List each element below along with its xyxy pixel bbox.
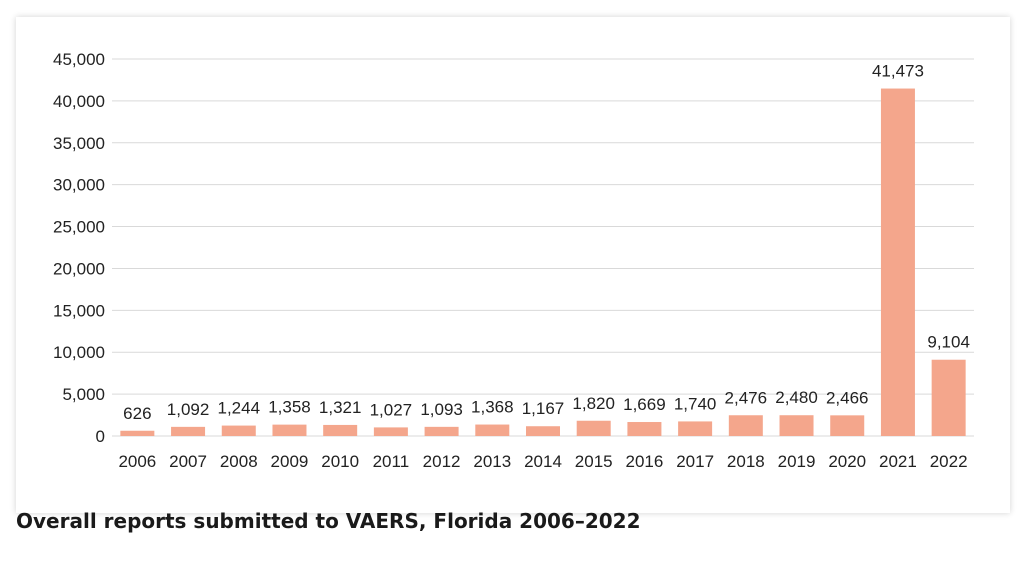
- x-tick-label: 2013: [473, 452, 511, 471]
- data-label: 2,480: [775, 388, 818, 407]
- data-label: 1,027: [370, 400, 413, 419]
- data-labels: 626 1,092 1,244 1,358 1,321 1,027 1,093 1,368 1,…: [123, 62, 970, 423]
- x-tick-label: 2012: [423, 452, 461, 471]
- bar-2013: [475, 424, 510, 436]
- data-label: 1,820: [572, 394, 615, 413]
- x-tick-label: 2022: [930, 452, 968, 471]
- y-tick-label: 15,000: [53, 301, 105, 320]
- x-tick-label: 2009: [271, 452, 309, 471]
- chart-card: 0 5,000 10,000 15,000 20,000 25,000 30,000 35,0…: [16, 17, 1010, 513]
- bar-2021: [880, 88, 915, 436]
- bar-2012: [424, 426, 459, 436]
- x-tick-label: 2020: [828, 452, 866, 471]
- y-tick-label: 20,000: [53, 259, 105, 278]
- data-label: 1,321: [319, 398, 362, 417]
- bar-2007: [171, 426, 206, 436]
- x-tick-label: 2017: [676, 452, 714, 471]
- y-tick-label: 45,000: [53, 50, 105, 69]
- bar-2019: [779, 415, 814, 436]
- data-label: 1,093: [420, 400, 463, 419]
- bar-2018: [728, 415, 763, 436]
- bars: [120, 88, 966, 436]
- x-tick-label: 2018: [727, 452, 765, 471]
- data-label: 1,368: [471, 398, 514, 417]
- x-tick-label: 2014: [524, 452, 562, 471]
- data-label: 2,466: [826, 388, 869, 407]
- y-tick-label: 25,000: [53, 218, 105, 237]
- y-tick-label: 30,000: [53, 176, 105, 195]
- y-tick-label: 35,000: [53, 134, 105, 153]
- y-axis-tick-labels: 0 5,000 10,000 15,000 20,000 25,000 30,000 35,0…: [53, 50, 105, 446]
- data-label: 1,244: [217, 399, 260, 418]
- x-tick-label: 2019: [778, 452, 816, 471]
- data-label: 2,476: [725, 388, 768, 407]
- data-label: 1,358: [268, 398, 311, 417]
- x-tick-label: 2015: [575, 452, 613, 471]
- data-label: 626: [123, 404, 151, 423]
- gridlines: [112, 58, 974, 437]
- x-tick-label: 2016: [625, 452, 663, 471]
- y-tick-label: 0: [96, 427, 105, 446]
- y-tick-label: 40,000: [53, 92, 105, 111]
- data-label: 9,104: [927, 333, 970, 352]
- x-tick-label: 2010: [321, 452, 359, 471]
- x-tick-label: 2007: [169, 452, 207, 471]
- x-axis-tick-labels: 2006 2007 2008 2009 2010 2011 2012 2013 2014 2015…: [118, 452, 967, 471]
- data-label: 1,092: [167, 400, 210, 419]
- chart-caption: Overall reports submitted to VAERS, Flor…: [16, 509, 641, 533]
- data-label: 1,669: [623, 395, 666, 414]
- bar-2010: [323, 424, 358, 436]
- bar-chart: 0 5,000 10,000 15,000 20,000 25,000 30,000 35,0…: [53, 50, 974, 471]
- x-tick-label: 2006: [118, 452, 156, 471]
- data-label: 1,740: [674, 394, 717, 413]
- bar-2014: [526, 426, 560, 436]
- bar-2011: [373, 427, 408, 436]
- bar-2022: [931, 359, 966, 436]
- bar-2020: [830, 415, 865, 436]
- x-tick-label: 2011: [373, 452, 410, 471]
- x-tick-label: 2008: [220, 452, 258, 471]
- bar-2016: [627, 422, 662, 436]
- y-tick-label: 5,000: [62, 385, 105, 404]
- bar-2006: [120, 430, 155, 436]
- x-tick-label: 2021: [879, 452, 917, 471]
- bar-2008: [221, 425, 256, 436]
- bar-2017: [678, 421, 713, 436]
- data-label: 41,473: [872, 62, 924, 81]
- data-label: 1,167: [522, 399, 565, 418]
- y-tick-label: 10,000: [53, 343, 105, 362]
- bar-2015: [576, 420, 611, 436]
- bar-2009: [272, 424, 307, 436]
